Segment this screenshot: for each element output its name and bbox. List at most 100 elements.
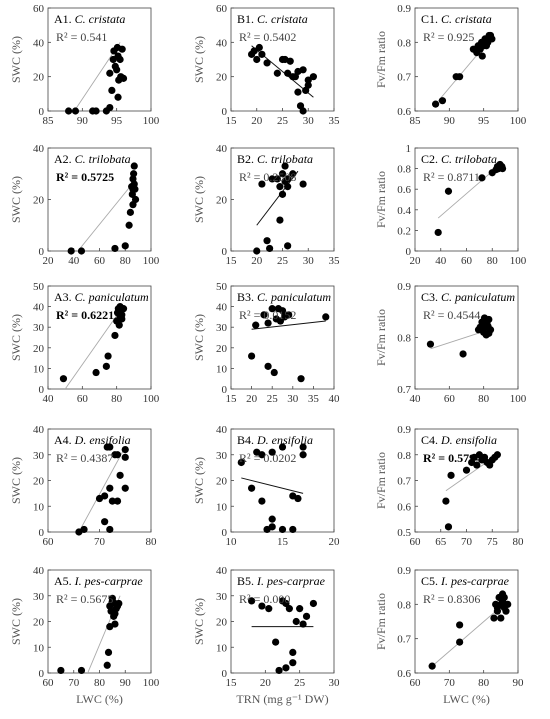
- panel-frame-a3: [47, 285, 152, 390]
- panel-title-b2: B2. C. trilobata: [237, 152, 313, 166]
- data-point-a3-9: [115, 321, 123, 329]
- x-tick-label-a5: 90: [120, 677, 132, 689]
- x-tick-label-b3: 20: [246, 393, 258, 405]
- y-tick-label-b3: 50: [216, 281, 228, 293]
- data-point-a2-5: [125, 221, 133, 229]
- y-axis-label-c5: Fv/Fm ratio: [374, 593, 388, 650]
- data-point-a3-4: [104, 352, 112, 360]
- x-tick-label-c4: 70: [461, 536, 473, 548]
- data-point-b2-14: [276, 216, 284, 224]
- panel-title-c3: C3. C. paniculatum: [421, 290, 515, 304]
- y-tick-label-a3: 50: [33, 281, 45, 293]
- data-point-a5-4: [104, 648, 113, 657]
- trend-line-b4: [241, 477, 304, 494]
- data-point-a3-15: [119, 305, 128, 313]
- y-tick-label-b5: 40: [216, 565, 228, 577]
- y-tick-label-c4: 0.7: [397, 476, 411, 488]
- x-tick-label-a3: 80: [111, 393, 123, 405]
- data-point-b2-5: [268, 175, 276, 183]
- r-squared-label-a1: R² = 0.541: [56, 30, 107, 44]
- y-tick-label-c1: 0.6: [397, 106, 411, 118]
- y-tick-label-b2: 40: [216, 143, 228, 155]
- x-tick-label-b4: 20: [329, 536, 341, 548]
- y-tick-label-a1: 20: [33, 72, 45, 84]
- panel-title-a1: A1. C. cristata: [54, 12, 125, 26]
- x-tick-label-b2: 25: [277, 255, 289, 267]
- data-point-c1-2: [438, 97, 447, 105]
- y-tick-label-c4: 0.8: [397, 450, 411, 462]
- x-tick-label-c1: 90: [444, 115, 456, 127]
- data-point-b4-15: [299, 451, 307, 459]
- y-tick-label-b4: 20: [216, 476, 228, 488]
- y-tick-label-b1: 60: [216, 3, 228, 15]
- data-point-a5-16: [111, 610, 119, 618]
- x-tick-label-c3: 60: [444, 393, 456, 405]
- x-tick-label-c3: 40: [410, 393, 422, 405]
- data-point-b4-1: [237, 458, 245, 467]
- data-point-b5-14: [302, 612, 311, 620]
- x-tick-label-c2: 40: [435, 255, 447, 267]
- data-point-b2-16: [299, 180, 307, 188]
- y-tick-label-a4: 0: [39, 527, 45, 539]
- x-tick-label-a5: 80: [94, 677, 106, 689]
- x-tick-label-c2: 60: [461, 255, 473, 267]
- data-point-b5-15: [309, 599, 317, 608]
- data-point-a5-1: [57, 666, 65, 675]
- x-tick-label-b1: 15: [226, 115, 238, 127]
- x-tick-label-c3: 80: [478, 393, 490, 405]
- y-tick-label-b5: 20: [216, 617, 228, 629]
- data-point-b4-10: [278, 525, 287, 534]
- data-point-a2-4: [121, 242, 129, 250]
- y-tick-label-c4: 0.9: [397, 424, 411, 436]
- y-tick-label-c2: 1: [406, 143, 412, 155]
- data-point-b4-16: [289, 525, 297, 534]
- data-point-a1-1: [65, 107, 73, 115]
- x-tick-label-b3: 35: [308, 393, 320, 405]
- y-axis-label-c1: Fv/Fm ratio: [374, 31, 388, 88]
- y-tick-label-c5: 0.6: [397, 668, 411, 680]
- y-tick-label-a5: 30: [33, 591, 45, 603]
- data-point-a5-14: [115, 599, 123, 608]
- data-point-a1-19: [114, 93, 122, 101]
- data-point-a4-2: [80, 525, 88, 534]
- data-point-a1-18: [118, 45, 126, 53]
- x-axis-label-col-3: LWC (%): [443, 692, 490, 706]
- trend-line-a4: [78, 446, 126, 532]
- data-point-c1-17: [488, 35, 496, 43]
- panel-title-c1: C1. C. cristata: [421, 12, 492, 26]
- y-axis-label-a4: SWC (%): [9, 457, 23, 504]
- data-point-b4-9: [268, 515, 276, 523]
- y-axis-label-b1: SWC (%): [192, 36, 206, 83]
- x-tick-label-a5: 70: [68, 677, 80, 689]
- y-tick-label-b5: 0: [222, 668, 228, 680]
- data-point-a4-15: [121, 446, 129, 454]
- data-point-a2-3: [111, 244, 119, 253]
- x-tick-label-b1: 20: [251, 115, 263, 127]
- data-point-a3-1: [59, 375, 68, 383]
- data-point-a4-17: [106, 484, 114, 492]
- y-tick-label-a1: 40: [33, 37, 45, 49]
- panel-frame-b3: [230, 285, 335, 390]
- y-axis-label-a3: SWC (%): [9, 314, 23, 361]
- data-point-a1-4: [92, 107, 100, 115]
- data-point-c4-15: [493, 451, 501, 459]
- data-point-c5-2: [456, 621, 464, 629]
- data-point-b2-1: [253, 247, 261, 255]
- y-tick-label-a5: 20: [33, 617, 45, 629]
- panel-title-b5: B5. I. pes-carprae: [237, 574, 326, 588]
- data-point-b1-20: [304, 81, 312, 89]
- y-tick-label-a3: 30: [33, 322, 45, 334]
- x-tick-label-c1: 95: [478, 115, 490, 127]
- data-point-a5-2: [77, 666, 86, 675]
- panel-title-c4: C4. D. ensifolia: [421, 433, 497, 447]
- data-point-c4-1: [442, 497, 450, 505]
- y-tick-label-b3: 30: [216, 322, 228, 334]
- y-tick-label-b2: 20: [216, 195, 228, 207]
- data-point-c2-2: [444, 187, 453, 195]
- y-tick-label-c1: 0.9: [397, 3, 411, 15]
- y-tick-label-a2: 40: [33, 143, 45, 155]
- r-squared-label-c2: R² = 0.8711: [423, 170, 480, 184]
- x-tick-label-a5: 100: [143, 677, 160, 689]
- r-squared-label-a4: R² = 0.4387: [56, 451, 113, 465]
- y-axis-label-a2: SWC (%): [9, 176, 23, 223]
